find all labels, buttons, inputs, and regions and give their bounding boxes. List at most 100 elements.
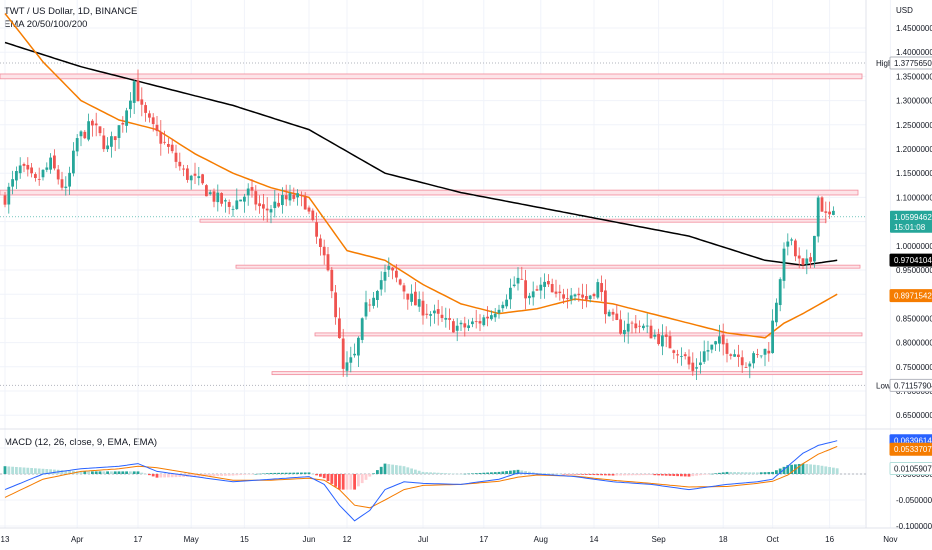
candle-body (725, 343, 729, 354)
histogram-bar (357, 474, 360, 487)
time-tick-label: 18 (719, 535, 728, 544)
candle-body (801, 258, 805, 265)
candle (721, 323, 725, 356)
candle (379, 271, 383, 296)
candle-body (756, 354, 759, 355)
histogram-bar (383, 463, 387, 474)
candle-body (360, 318, 364, 340)
histogram-bar (505, 471, 508, 474)
candle-body (201, 174, 204, 184)
candle (193, 162, 197, 185)
histogram-bar (319, 474, 322, 477)
candle-body (193, 173, 197, 176)
histogram-bar (421, 471, 425, 474)
candle (832, 206, 835, 216)
candle-body (129, 100, 132, 110)
candle-body (56, 169, 60, 180)
time-tick-label: 17 (134, 535, 143, 544)
currency-label[interactable]: USD (896, 6, 913, 15)
histogram-bar (767, 472, 771, 474)
candle-body (391, 267, 394, 271)
candle (695, 358, 698, 380)
histogram-bar (436, 472, 440, 474)
histogram-bar (554, 473, 558, 475)
candle (250, 179, 254, 198)
candle-body (493, 313, 497, 318)
price-tick-label: 1.25000000 (896, 121, 932, 130)
time-tick-label: May (184, 535, 199, 544)
candle (60, 171, 64, 191)
histogram-bar (349, 474, 353, 490)
candle-body (558, 291, 562, 294)
histogram-bar (642, 474, 645, 476)
candle-body (474, 321, 478, 323)
candle-body (170, 144, 174, 152)
candle (273, 190, 277, 218)
histogram-bar (170, 474, 174, 478)
candle-body (767, 350, 771, 354)
candle-body (216, 192, 220, 203)
macd-legend[interactable]: MACD (12, 26, close, 9, EMA, EMA) (4, 437, 158, 448)
candle-body (26, 164, 30, 170)
histogram-bar (410, 468, 413, 474)
histogram-bar (277, 472, 280, 474)
candle-body (824, 211, 828, 213)
candle-body (805, 258, 809, 265)
histogram-bar (478, 472, 482, 474)
candle-body (782, 248, 786, 281)
candle (360, 317, 364, 344)
candle-body (246, 188, 250, 196)
candle (72, 142, 75, 177)
candle (524, 269, 527, 310)
candle-body (721, 334, 725, 345)
candle-body (379, 280, 383, 290)
candle-body (395, 270, 398, 278)
candle-body (448, 318, 451, 320)
candle-body (607, 311, 611, 317)
candle-body (243, 196, 246, 202)
candle-body (79, 131, 83, 137)
candle-body (820, 197, 824, 212)
histogram-bar (630, 474, 634, 476)
candle (155, 116, 159, 137)
indicator-legend[interactable]: EMA 20/50/100/200 (4, 19, 88, 30)
histogram-bar (714, 473, 717, 474)
candle (744, 362, 748, 368)
candle-body (189, 175, 193, 181)
candle-body (284, 195, 288, 200)
candle-body (828, 211, 831, 215)
histogram-bar (132, 471, 136, 474)
candle-body (224, 200, 227, 202)
candle (452, 318, 455, 333)
candle-body (516, 277, 520, 284)
histogram-bar (429, 472, 432, 474)
candle (820, 196, 824, 212)
histogram-bar (509, 470, 512, 474)
histogram-bar (113, 471, 117, 474)
histogram-bar (174, 474, 178, 478)
candle (258, 195, 261, 214)
candle-body (535, 289, 539, 291)
candle (201, 173, 204, 185)
candle (782, 242, 786, 289)
low-label: Low (876, 381, 891, 390)
candle (543, 273, 546, 299)
candle-body (706, 350, 710, 352)
ema50-tag-bg (889, 289, 932, 303)
time-tick-label: 17 (479, 535, 488, 544)
histogram-bar (687, 474, 691, 477)
candle (269, 204, 273, 224)
histogram-bar (733, 472, 736, 474)
ema200-line (4, 41, 838, 266)
histogram-bar (307, 472, 311, 474)
candle-body (326, 254, 330, 271)
candle (611, 308, 615, 321)
time-tick-label: 15 (240, 535, 249, 544)
histogram-bar (649, 474, 653, 476)
candle (129, 92, 132, 118)
candle (34, 172, 37, 182)
ema200-tag-bg (889, 253, 932, 267)
candle (368, 298, 372, 312)
candle-body (212, 191, 216, 202)
